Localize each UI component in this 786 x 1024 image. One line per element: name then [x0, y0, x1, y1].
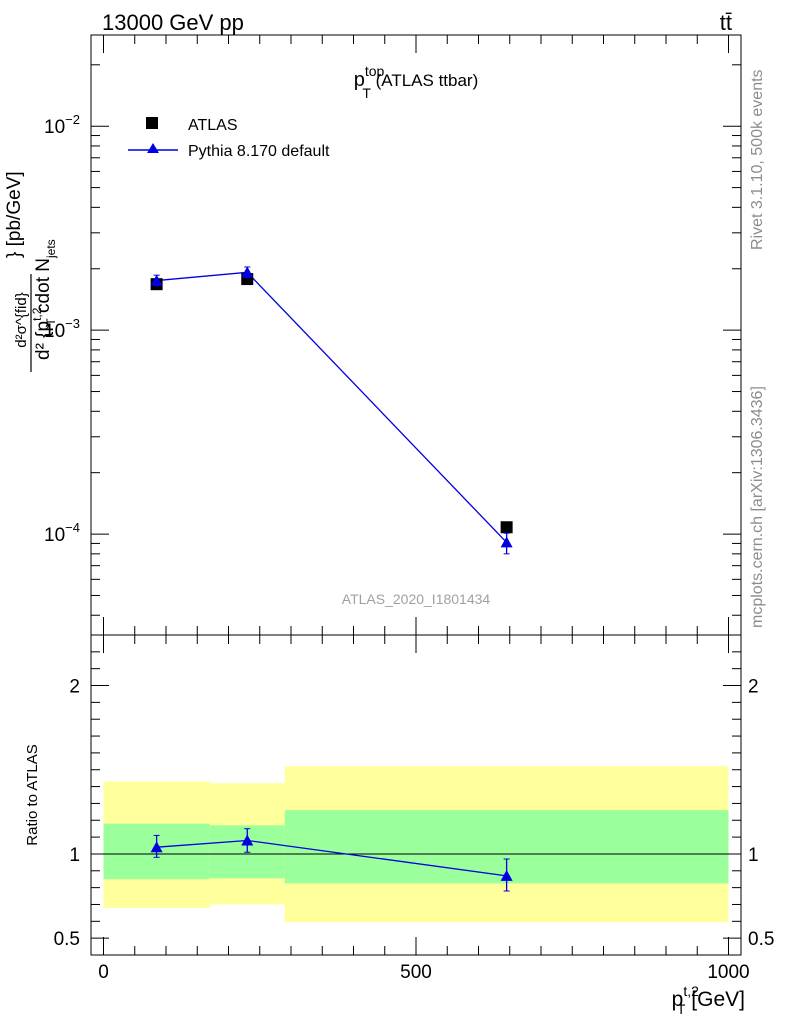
ratio-mc-point: [241, 834, 254, 846]
ratio-mc-point: [150, 841, 163, 853]
ratio-y-label: Ratio to ATLAS: [24, 744, 41, 845]
x-tick-label: 1000: [707, 962, 749, 983]
y-label-den-suffix: cdot N: [33, 258, 54, 318]
x-label-sub: T: [677, 1001, 686, 1017]
y-label-numerator: d²σ^{fid}: [13, 292, 30, 348]
y-label-den-sup: t,2: [30, 307, 44, 321]
y-label-den-sub: T: [44, 318, 58, 326]
y-label-den-prefix: d² {p: [33, 321, 54, 360]
main-y-tick-label: 10−3: [44, 316, 80, 342]
ratio-y-tick-label-right: 2: [748, 677, 759, 698]
mc-point: [150, 274, 163, 286]
x-label-unit: [GeV]: [685, 988, 745, 1011]
ratio-y-tick-label: 2: [69, 677, 80, 698]
analysis-watermark: ATLAS_2020_I1801434: [342, 591, 491, 607]
main-y-tick-label: 10−2: [44, 112, 80, 138]
legend: ATLAS Pythia 8.170 default: [128, 117, 330, 160]
legend-mc-marker: [147, 143, 159, 153]
rivet-label: Rivet 3.1.10, 500k events: [749, 69, 766, 250]
x-axis-label: pt,2 T [GeV]: [672, 983, 745, 1017]
legend-atlas-label: ATLAS: [188, 117, 238, 134]
plot-title-suffix: (ATLAS ttbar): [371, 71, 478, 90]
axis-ticks: [91, 35, 741, 956]
mc-point: [241, 266, 254, 278]
x-tick-label: 500: [400, 962, 432, 983]
x-tick-label: 0: [98, 962, 109, 983]
main-y-tick-label: 10−4: [44, 520, 80, 546]
legend-atlas-marker: [146, 117, 158, 129]
plot-title-sub: T: [362, 85, 371, 101]
mc-line: [156, 271, 508, 543]
y-label-den-sub2: jets: [44, 239, 58, 259]
plot-title: ptop T (ATLAS ttbar): [354, 63, 479, 101]
y-label-denominator: d² {pt,2T cdot Njets: [30, 239, 58, 360]
y-axis-label: d²σ^{fid} d² {pt,2T cdot Njets } [pb/GeV…: [4, 171, 58, 372]
mc-point: [500, 536, 513, 548]
tick-labels: 10−2 10−3 10−4 0 500 1000 0.5 0.5 1 1 2 2: [44, 112, 774, 983]
legend-mc-label: Pythia 8.170 default: [188, 143, 330, 160]
data-marks: [150, 266, 513, 892]
ratio-y-tick-label: 1: [69, 845, 80, 866]
ratio-y-tick-label-right: 1: [748, 845, 759, 866]
header-left: 13000 GeV pp: [102, 10, 244, 35]
header-right: tt̄: [720, 10, 732, 35]
plot-title-main: p: [354, 69, 365, 91]
ratio-y-tick-label-right: 0.5: [748, 929, 774, 950]
x-label-main: p: [672, 988, 684, 1011]
atlas-point: [500, 521, 513, 534]
ratio-mc-point: [500, 869, 513, 881]
ratio-y-tick-label: 0.5: [54, 929, 80, 950]
y-label-unit: } [pb/GeV]: [4, 171, 25, 258]
plot-title-sup: top: [365, 63, 385, 79]
x-label-sup: t,2: [683, 983, 699, 999]
mcplots-label: mcplots.cern.ch [arXiv:1306.3436]: [749, 386, 766, 628]
